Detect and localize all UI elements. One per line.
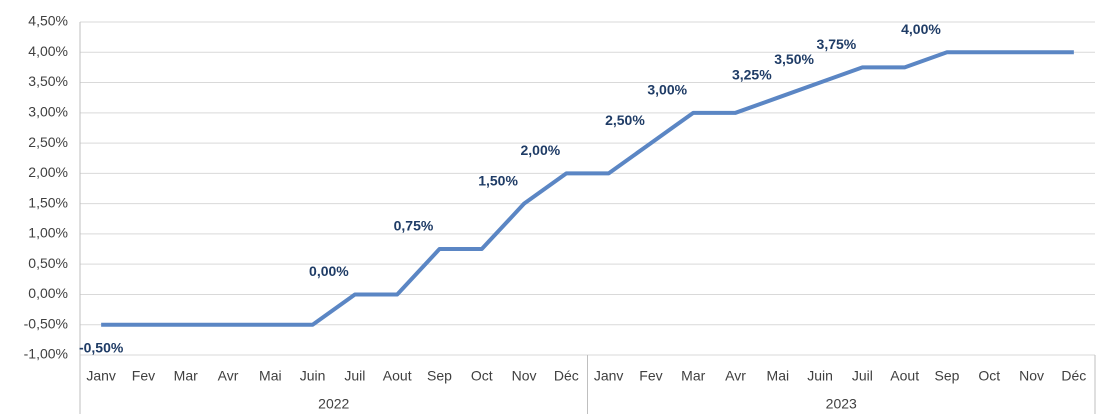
y-tick-label: 3,00% bbox=[28, 104, 68, 120]
data-label: 3,50% bbox=[774, 51, 814, 67]
data-label: 3,75% bbox=[817, 36, 857, 52]
y-tick-label: 2,00% bbox=[28, 164, 68, 180]
data-label: 4,00% bbox=[901, 21, 941, 37]
y-tick-label: -0,50% bbox=[24, 315, 68, 331]
x-tick-label: Oct bbox=[471, 368, 493, 384]
x-tick-label: Mar bbox=[174, 368, 198, 384]
group-label: 2023 bbox=[826, 396, 857, 412]
y-tick-label: 3,50% bbox=[28, 73, 68, 89]
x-tick-label: Nov bbox=[1019, 368, 1044, 384]
line bbox=[101, 50, 1074, 327]
y-tick-label: 0,50% bbox=[28, 255, 68, 271]
x-tick-label: Sep bbox=[935, 368, 960, 384]
x-tick-label: Juin bbox=[807, 368, 833, 384]
y-tick-label: 4,50% bbox=[28, 13, 68, 29]
data-label: 2,50% bbox=[605, 112, 645, 128]
x-tick-label: Aout bbox=[383, 368, 412, 384]
x-tick-label: Nov bbox=[512, 368, 537, 384]
data-label: 1,50% bbox=[478, 172, 518, 188]
x-tick-label: Juil bbox=[852, 368, 873, 384]
data-label: 0,00% bbox=[309, 263, 349, 279]
x-tick-label: Janv bbox=[594, 368, 624, 384]
x-tick-label: Mai bbox=[259, 368, 282, 384]
data-label: 0,75% bbox=[394, 218, 434, 234]
group-label: 2022 bbox=[318, 396, 349, 412]
y-tick-label: 1,00% bbox=[28, 225, 68, 241]
y-tick-label: 4,00% bbox=[28, 43, 68, 59]
x-tick-label: Janv bbox=[86, 368, 116, 384]
x-tick-label: Oct bbox=[978, 368, 1000, 384]
data-label: -0,50% bbox=[79, 339, 124, 355]
x-tick-label: Mar bbox=[681, 368, 705, 384]
x-tick-label: Avr bbox=[725, 368, 746, 384]
y-tick-label: 2,50% bbox=[28, 134, 68, 150]
y-tick-label: -1,00% bbox=[24, 346, 68, 362]
x-tick-label: Juil bbox=[344, 368, 365, 384]
x-tick-label: Déc bbox=[554, 368, 579, 384]
y-tick-label: 1,50% bbox=[28, 194, 68, 210]
x-tick-label: Mai bbox=[767, 368, 790, 384]
data-label: 2,00% bbox=[521, 142, 561, 158]
x-tick-label: Fev bbox=[132, 368, 155, 384]
x-tick-label: Avr bbox=[218, 368, 239, 384]
data-label: 3,00% bbox=[647, 82, 687, 98]
x-tick-label: Fev bbox=[639, 368, 662, 384]
x-tick-label: Juin bbox=[300, 368, 326, 384]
x-tick-label: Sep bbox=[427, 368, 452, 384]
x-tick-label: Aout bbox=[890, 368, 919, 384]
data-label: 3,25% bbox=[732, 66, 772, 82]
x-tick-label: Déc bbox=[1061, 368, 1086, 384]
y-tick-label: 0,00% bbox=[28, 285, 68, 301]
